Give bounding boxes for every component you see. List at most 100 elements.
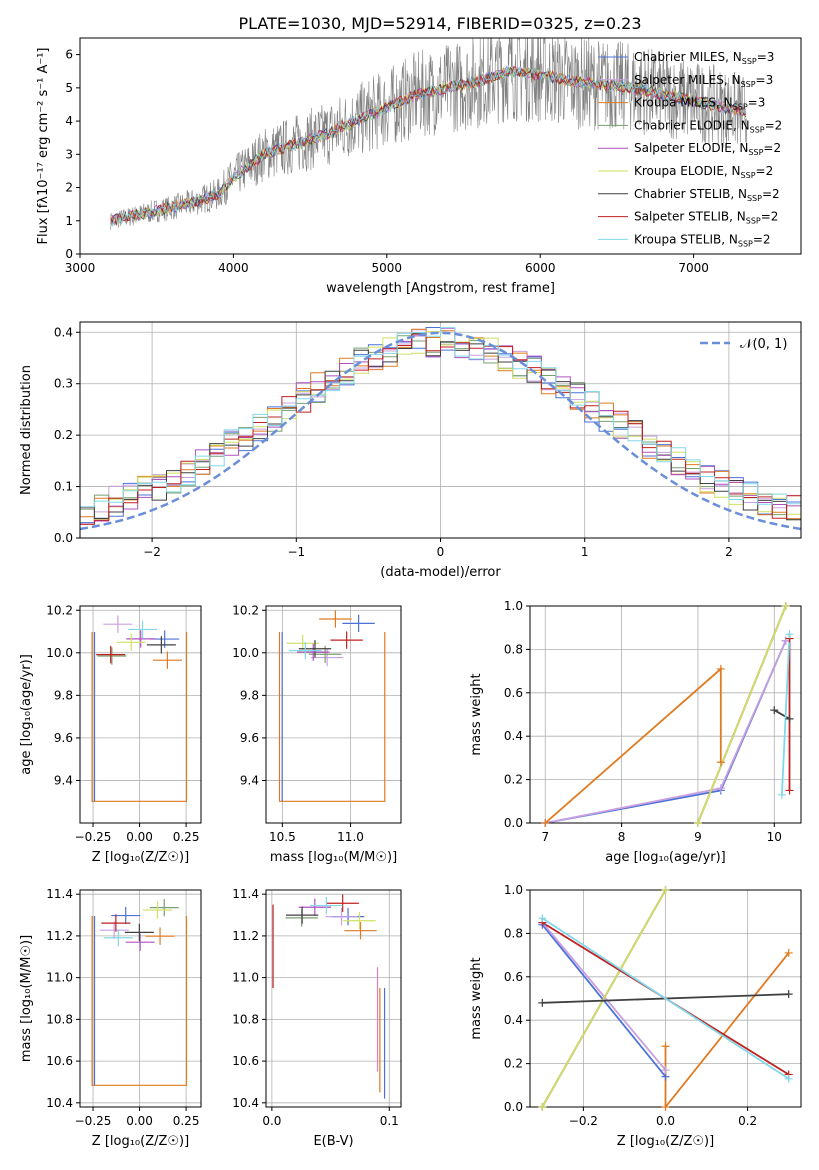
y-axis-label: Flux [fλ10⁻¹⁷ erg cm⁻² s⁻¹ A⁻¹] xyxy=(36,48,51,245)
residual-histogram-step xyxy=(80,333,801,525)
y-axis-label: Normed distribution xyxy=(19,365,34,495)
legend-entry: Kroupa STELIB, NSSP=2 xyxy=(634,232,771,248)
panel-age-vs-mass: 10.5 11.0 9.4 9.6 9.8 10.0 10.2 mass [log₁₀(M/M… xyxy=(232,603,402,865)
series-line xyxy=(773,709,790,720)
x-tick-label: −0.25 xyxy=(75,1114,112,1128)
x-tick-label: 0.0 xyxy=(656,1114,675,1128)
legend-entry: 𝒩(0, 1) xyxy=(740,337,787,352)
y-tick-label: 9.6 xyxy=(240,731,259,745)
y-tick-label: 11.2 xyxy=(46,929,73,943)
x-axis-label: Z [log₁₀(Z/Z☉)] xyxy=(92,1134,189,1149)
series-marker xyxy=(785,630,794,639)
panel-weight-vs-Z: −0.2 0.0 0.2 0.0 0.2 0.4 0.6 0.8 1.0 Z [log₁₀(Z/Z… xyxy=(469,883,802,1149)
y-tick-label: 3 xyxy=(65,147,73,161)
x-tick-label: −2 xyxy=(143,545,161,559)
y-axis-label: mass weight xyxy=(469,957,484,1039)
x-tick-label: 6000 xyxy=(525,261,556,275)
y-tick-label: 10.8 xyxy=(46,1012,73,1026)
y-tick-label: 10.4 xyxy=(46,1096,73,1110)
series-line xyxy=(541,890,667,1107)
y-tick-label: 0 xyxy=(65,247,73,261)
panel-age-vs-Z: −0.25 0.00 0.25 9.4 9.6 9.8 10.0 10.2 Z [log₁₀(Z… xyxy=(19,603,202,865)
series-marker xyxy=(784,1074,793,1083)
y-tick-label: 0.3 xyxy=(54,377,73,391)
series-marker xyxy=(538,1103,547,1111)
series-marker xyxy=(661,886,670,894)
x-axis-label: Z [log₁₀(Z/Z☉)] xyxy=(92,850,189,865)
x-tick-label: 10 xyxy=(767,830,782,844)
y-tick-label: 0.2 xyxy=(504,773,523,787)
axes-frame xyxy=(529,605,802,824)
legend-entry: Salpeter MILES, NSSP=3 xyxy=(634,73,773,89)
panel-weight-vs-age: 7 8 9 10 0.0 0.2 0.4 0.6 0.8 1.0 age [log₁₀(age/yr… xyxy=(469,599,802,865)
x-tick-label: 7 xyxy=(541,830,549,844)
y-tick-label: 0.0 xyxy=(54,531,73,545)
y-tick-label: 10.0 xyxy=(232,646,259,660)
y-tick-label: 4 xyxy=(65,114,73,128)
axes-frame xyxy=(79,37,802,255)
y-axis-label: mass weight xyxy=(469,673,484,755)
x-axis-label: mass [log₁₀(M/M☉)] xyxy=(270,850,397,865)
x-tick-label: 4000 xyxy=(218,261,249,275)
x-tick-label: 0.00 xyxy=(126,1114,153,1128)
y-tick-label: 0.8 xyxy=(504,642,523,656)
best-fit-bracket xyxy=(278,632,386,802)
panel-mass-vs-Z: −0.25 0.00 0.25 10.4 10.6 10.8 11.0 11.2 11.4 Z [… xyxy=(19,887,202,1149)
legend-entry: Kroupa MILES, NSSP=3 xyxy=(634,96,765,112)
y-tick-label: 10.6 xyxy=(46,1054,73,1068)
series-line xyxy=(544,666,722,823)
series-marker xyxy=(538,998,547,1007)
series-marker xyxy=(784,990,793,999)
series-marker xyxy=(781,602,790,610)
series-marker xyxy=(716,784,725,793)
y-tick-label: 1.0 xyxy=(504,599,523,613)
legend-entry: Chabrier MILES, NSSP=3 xyxy=(634,50,774,66)
series-marker xyxy=(784,948,793,957)
x-tick-label: 5000 xyxy=(372,261,403,275)
y-tick-label: 1 xyxy=(65,214,73,228)
y-tick-label: 9.6 xyxy=(54,731,73,745)
x-axis-label: (data-model)/error xyxy=(380,565,501,580)
series-line xyxy=(541,917,790,1080)
x-tick-label: 8 xyxy=(618,830,626,844)
series-marker xyxy=(661,1042,670,1051)
model-fit-line xyxy=(110,66,747,226)
x-tick-label: 0 xyxy=(437,545,445,559)
x-tick-label: 0.1 xyxy=(380,1114,399,1128)
y-tick-label: 5 xyxy=(65,81,73,95)
y-tick-label: 0.6 xyxy=(504,686,523,700)
series-marker xyxy=(777,790,786,799)
x-tick-label: 2 xyxy=(725,545,733,559)
y-tick-label: 0.6 xyxy=(504,970,523,984)
x-tick-label: −0.25 xyxy=(75,830,112,844)
plot-area xyxy=(266,606,401,823)
x-tick-label: 0.25 xyxy=(173,1114,200,1128)
x-tick-label: 3000 xyxy=(65,261,96,275)
plot-area xyxy=(80,606,201,823)
series-marker xyxy=(538,914,547,923)
legend-entry: Kroupa ELODIE, NSSP=2 xyxy=(634,164,773,180)
legend-entry: Chabrier STELIB, NSSP=2 xyxy=(634,187,780,203)
y-tick-label: 10.2 xyxy=(46,603,73,617)
y-tick-label: 11.4 xyxy=(232,887,259,901)
x-tick-label: 0.2 xyxy=(738,1114,757,1128)
model-fit-line xyxy=(110,66,747,224)
axes-frame xyxy=(265,889,402,1108)
series-marker xyxy=(661,1066,670,1075)
figure-title: PLATE=1030, MJD=52914, FIBERID=0325, z=0… xyxy=(238,14,641,33)
y-tick-label: 10.4 xyxy=(232,1096,259,1110)
series-line xyxy=(781,634,791,795)
legend-entry: Chabrier ELODIE, NSSP=2 xyxy=(634,118,782,134)
y-tick-label: 9.4 xyxy=(54,773,73,787)
y-tick-label: 0.2 xyxy=(504,1057,523,1071)
panel-residuals: −2 −1 0 1 2 0.0 0.1 0.2 0.3 0.4 (data-model)/error… xyxy=(19,321,802,580)
x-tick-label: 7000 xyxy=(678,261,709,275)
y-tick-label: 0.2 xyxy=(54,428,73,442)
y-tick-label: 10.2 xyxy=(232,603,259,617)
series-line xyxy=(541,921,667,1071)
y-tick-label: 10.0 xyxy=(46,646,73,660)
y-tick-label: 0.1 xyxy=(54,480,73,494)
series-line xyxy=(545,640,787,823)
axes-frame xyxy=(79,321,802,539)
residual-histogram-step xyxy=(80,331,801,521)
